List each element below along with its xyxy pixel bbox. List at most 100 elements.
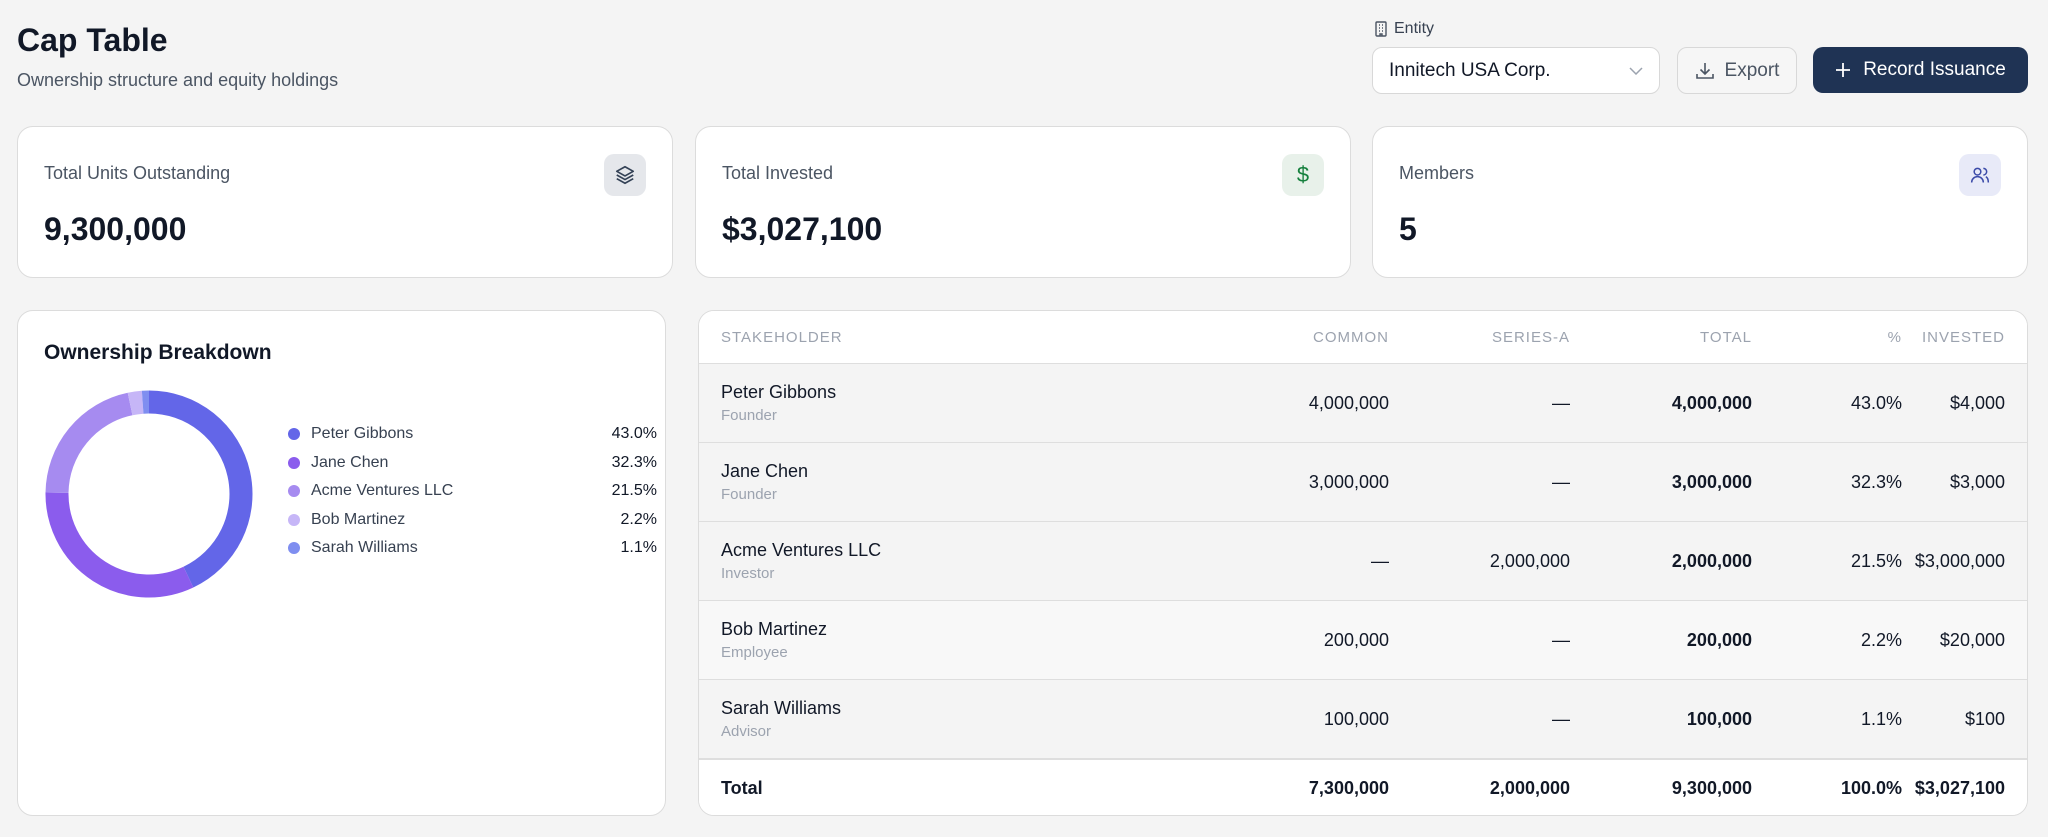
donut-slice <box>45 392 133 494</box>
stakeholder-name: Peter Gibbons <box>721 382 837 402</box>
stat-label: Total Invested <box>722 163 834 183</box>
stat-card-members: Members 5 <box>1372 126 2028 278</box>
legend-value: 2.2% <box>620 510 657 528</box>
total-cell: 4,000,000 <box>1671 392 1752 413</box>
total-cell: 200,000 <box>1686 629 1752 650</box>
donut-slice <box>148 390 253 588</box>
stakeholder-role: Investor <box>721 565 775 582</box>
series_a-cell: — <box>1552 471 1570 492</box>
stakeholder-cell: Sarah Williams Advisor <box>721 680 841 758</box>
legend-swatch <box>288 428 300 440</box>
common-cell: 200,000 <box>1323 629 1389 650</box>
donut-slice <box>127 390 144 416</box>
entity-label-text: Entity <box>1394 20 1435 37</box>
export-button[interactable]: Export <box>1677 47 1797 94</box>
series_a-cell: — <box>1552 708 1570 729</box>
total-common: 7,300,000 <box>1308 778 1389 798</box>
stakeholder-role: Founder <box>721 486 777 503</box>
stakeholder-role: Employee <box>721 644 788 661</box>
invested-cell: $3,000 <box>1949 471 2005 492</box>
total-cell: 3,000,000 <box>1671 471 1752 492</box>
series_a-cell: — <box>1552 392 1570 413</box>
column-header-common: COMMON <box>1313 328 1389 346</box>
dollar-icon: $ <box>1282 154 1324 196</box>
legend-swatch <box>288 542 300 554</box>
total-series_a: 2,000,000 <box>1489 778 1570 798</box>
legend-label: Sarah Williams <box>311 539 418 556</box>
total-cell: 2,000,000 <box>1671 550 1752 571</box>
legend-label: Jane Chen <box>311 453 389 471</box>
plus-icon <box>1836 63 1851 77</box>
legend-value: 1.1% <box>620 539 657 556</box>
legend-item: Jane Chen 32.3% <box>288 452 657 474</box>
legend-label: Bob Martinez <box>311 510 406 528</box>
legend-label: Peter Gibbons <box>311 425 414 442</box>
stakeholder-cell: Bob Martinez Employee <box>721 601 827 679</box>
legend-value: 32.3% <box>611 453 657 471</box>
stat-card-invested: Total Invested $3,027,100 $ <box>695 126 1351 278</box>
stat-label: Members <box>1399 163 1475 183</box>
legend-swatch <box>288 485 300 497</box>
common-cell: 100,000 <box>1323 708 1389 729</box>
legend-item: Peter Gibbons 43.0% <box>288 423 657 445</box>
ownership-breakdown-panel: Ownership Breakdown Peter Gibbons 43.0% Ja… <box>17 310 666 816</box>
column-header-total: TOTAL <box>1700 328 1752 346</box>
page-title: Cap Table <box>17 22 168 58</box>
series_a-cell: 2,000,000 <box>1489 550 1570 571</box>
layers-icon <box>604 154 646 196</box>
common-cell: 3,000,000 <box>1308 471 1389 492</box>
table-header: STAKEHOLDER COMMON SERIES-A TOTAL% INVESTED <box>699 311 2027 363</box>
total-cell: 100,000 <box>1686 708 1752 729</box>
ownership-donut-chart <box>45 390 253 598</box>
stakeholder-cell: Peter Gibbons Founder <box>721 364 836 442</box>
column-header-stakeholder: STAKEHOLDER <box>721 328 843 346</box>
stakeholder-name: Jane Chen <box>721 461 809 481</box>
legend-item: Bob Martinez 2.2% <box>288 509 657 531</box>
invested-cell: $20,000 <box>1939 629 2005 650</box>
stakeholder-name: Acme Ventures LLC <box>721 540 882 560</box>
stat-card-units: Total Units Outstanding 9,300,000 <box>17 126 673 278</box>
stakeholder-role: Founder <box>721 407 777 424</box>
record-issuance-label: Record Issuance <box>1863 59 2006 80</box>
legend-item: Acme Ventures LLC 21.5% <box>288 480 657 502</box>
pct-cell: 43.0% <box>1850 392 1902 413</box>
record-issuance-button[interactable]: Record Issuance <box>1813 47 2028 93</box>
stakeholder-cell: Jane Chen Founder <box>721 443 808 521</box>
invested-cell: $4,000 <box>1949 392 2005 413</box>
total-label: Total <box>721 778 763 798</box>
common-cell: 4,000,000 <box>1308 392 1389 413</box>
total-total: 9,300,000 <box>1671 778 1752 798</box>
column-header-series_a: SERIES-A <box>1491 328 1570 346</box>
pct-cell: 2.2% <box>1860 629 1902 650</box>
stat-value: 9,300,000 <box>44 211 187 247</box>
chevron-down-icon <box>1629 66 1643 75</box>
total-invested: $3,027,100 <box>1914 778 2005 798</box>
stakeholder-name: Bob Martinez <box>721 619 828 639</box>
stakeholder-name: Sarah Williams <box>721 698 842 718</box>
table-row: Jane Chen Founder 3,000,000 — 3,000,000 32.3%… <box>699 442 2027 521</box>
common-cell: — <box>1371 550 1389 571</box>
legend-value: 21.5% <box>611 482 657 499</box>
total-pct: 100.0% <box>1840 778 1902 798</box>
invested-cell: $3,000,000 <box>1914 550 2005 571</box>
table-row: Peter Gibbons Founder 4,000,000 — 4,000,000 4… <box>699 363 2027 442</box>
download-icon <box>1695 62 1714 79</box>
stakeholder-role: Advisor <box>721 723 772 740</box>
entity-select-value: Innitech USA Corp. <box>1389 59 1551 81</box>
series_a-cell: — <box>1552 629 1570 650</box>
users-icon <box>1959 154 2001 196</box>
legend-swatch <box>288 513 300 526</box>
pct-cell: 21.5% <box>1850 550 1902 571</box>
entity-label: Entity <box>1374 20 1434 38</box>
page-subtitle: Ownership structure and equity holdings <box>17 70 339 90</box>
invested-cell: $100 <box>1964 708 2005 729</box>
stat-value: $3,027,100 <box>722 211 883 247</box>
export-label: Export <box>1724 59 1780 81</box>
table-total-row: Total 7,300,000 2,000,000 9,300,000 100.0% $3… <box>699 758 2027 815</box>
entity-select[interactable]: Innitech USA Corp. <box>1372 47 1660 94</box>
donut-slice <box>45 492 194 598</box>
table-row: Acme Ventures LLC Investor — 2,000,000 2,000… <box>699 521 2027 600</box>
cap-table: STAKEHOLDER COMMON SERIES-A TOTAL% INVESTED P… <box>698 310 2028 816</box>
pct-cell: 1.1% <box>1860 708 1902 729</box>
legend-swatch <box>288 456 300 469</box>
